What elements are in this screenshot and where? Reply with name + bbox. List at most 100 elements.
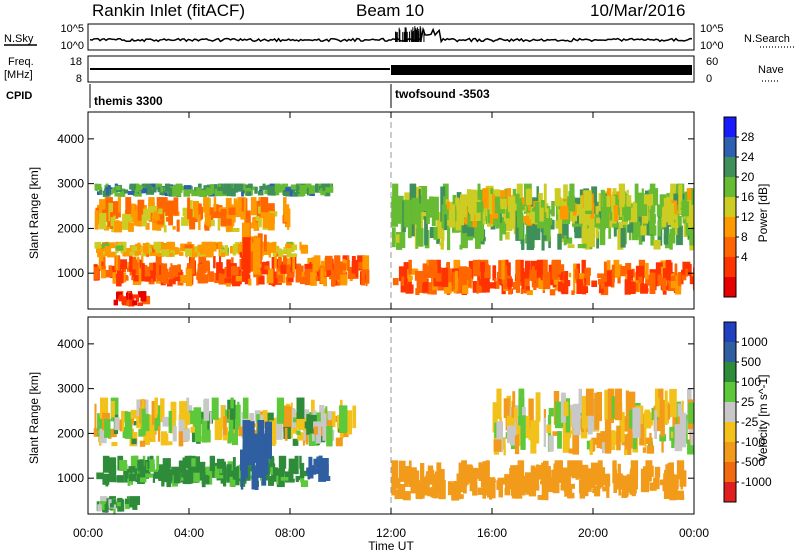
echo-cell bbox=[672, 409, 675, 429]
echo-cell bbox=[525, 188, 533, 205]
echo-cell bbox=[156, 455, 160, 470]
echo-cell bbox=[220, 209, 227, 226]
echo-cell bbox=[132, 300, 137, 306]
echo-cell bbox=[318, 455, 323, 468]
echo-cell bbox=[228, 419, 234, 442]
echo-cell bbox=[458, 462, 463, 481]
echo-cell bbox=[235, 467, 242, 480]
echo-cell bbox=[112, 272, 116, 284]
echo-cell bbox=[579, 489, 586, 499]
echo-cell bbox=[446, 201, 450, 210]
echo-cell bbox=[397, 484, 406, 499]
echo-cell bbox=[670, 222, 679, 228]
echo-cell bbox=[628, 480, 635, 493]
echo-cell bbox=[557, 431, 562, 449]
echo-cell bbox=[594, 485, 601, 497]
echo-cell bbox=[139, 459, 144, 471]
echo-cell bbox=[520, 415, 526, 450]
echo-cell bbox=[530, 420, 537, 454]
echo-cell bbox=[125, 276, 129, 281]
echo-cell bbox=[408, 259, 412, 275]
echo-cell bbox=[439, 470, 445, 483]
echo-cell bbox=[410, 275, 413, 280]
echo-cell bbox=[309, 192, 315, 196]
cpid-label: CPID bbox=[6, 90, 32, 102]
echo-cell bbox=[192, 252, 198, 258]
echo-cell bbox=[241, 477, 246, 482]
echo-cell bbox=[154, 397, 158, 418]
echo-cell bbox=[620, 266, 626, 277]
colorbar-tick-label: 1000 bbox=[741, 335, 768, 349]
echo-cell bbox=[617, 227, 624, 250]
echo-cell bbox=[266, 268, 274, 284]
echo-cell bbox=[678, 184, 683, 215]
echo-cell bbox=[662, 290, 667, 295]
echo-cell bbox=[149, 183, 156, 191]
echo-cell bbox=[346, 410, 353, 435]
echo-cell bbox=[98, 190, 103, 195]
echo-cell bbox=[546, 218, 553, 226]
echo-cell bbox=[405, 471, 411, 485]
echo-cell bbox=[101, 261, 104, 270]
echo-cell bbox=[223, 184, 228, 195]
echo-cell bbox=[426, 265, 432, 278]
echo-cell bbox=[113, 299, 118, 306]
echo-cell bbox=[535, 392, 541, 422]
echo-cell bbox=[503, 444, 506, 456]
echo-cell bbox=[360, 271, 363, 285]
echo-cell bbox=[647, 274, 652, 286]
echo-cell bbox=[542, 212, 547, 224]
echo-cell bbox=[231, 418, 238, 446]
echo-cell bbox=[181, 217, 189, 226]
echo-cell bbox=[287, 210, 290, 230]
echo-cell bbox=[232, 246, 237, 256]
echo-cell bbox=[392, 278, 399, 286]
echo-cell bbox=[600, 276, 609, 296]
echo-cell bbox=[622, 484, 629, 490]
echo-cell bbox=[293, 417, 298, 423]
echo-cell bbox=[245, 441, 250, 464]
echo-cell bbox=[121, 418, 124, 432]
echo-cell bbox=[230, 397, 234, 420]
echo-cell bbox=[520, 237, 525, 245]
echo-cell bbox=[130, 409, 137, 419]
echo-cell bbox=[224, 278, 232, 283]
echo-cell bbox=[116, 502, 121, 507]
echo-cell bbox=[112, 475, 117, 483]
echo-cell bbox=[634, 283, 639, 292]
echo-cell bbox=[131, 415, 135, 425]
echo-cell bbox=[482, 188, 489, 209]
echo-cell bbox=[510, 478, 516, 496]
echo-cell bbox=[665, 200, 672, 205]
echo-cell bbox=[147, 184, 152, 193]
echo-cell bbox=[175, 183, 183, 193]
echo-cell bbox=[281, 183, 289, 191]
echo-cell bbox=[475, 475, 478, 484]
echo-cell bbox=[555, 220, 559, 229]
echo-cell bbox=[688, 402, 694, 424]
echo-cell bbox=[213, 211, 222, 219]
echo-cell bbox=[517, 259, 521, 280]
echo-cell bbox=[623, 214, 628, 222]
echo-cell bbox=[243, 183, 246, 190]
echo-cell bbox=[670, 276, 679, 281]
echo-cell bbox=[351, 261, 356, 274]
nsky-line bbox=[89, 26, 693, 44]
echo-cell bbox=[202, 418, 208, 443]
echo-cell bbox=[306, 183, 311, 189]
echo-cell bbox=[484, 473, 489, 482]
echo-cell bbox=[506, 415, 515, 426]
echo-cell bbox=[197, 263, 205, 282]
echo-cell bbox=[203, 398, 210, 421]
echo-cell bbox=[184, 248, 191, 256]
echo-cell bbox=[589, 477, 593, 486]
echo-cell bbox=[142, 252, 146, 257]
echo-cell bbox=[621, 208, 628, 217]
echo-cell bbox=[173, 197, 179, 216]
echo-cell bbox=[129, 474, 137, 482]
echo-cell bbox=[659, 479, 665, 486]
echo-cell bbox=[241, 271, 250, 282]
echo-cell bbox=[161, 263, 168, 283]
echo-cell bbox=[271, 257, 275, 272]
echo-cell bbox=[237, 243, 242, 255]
